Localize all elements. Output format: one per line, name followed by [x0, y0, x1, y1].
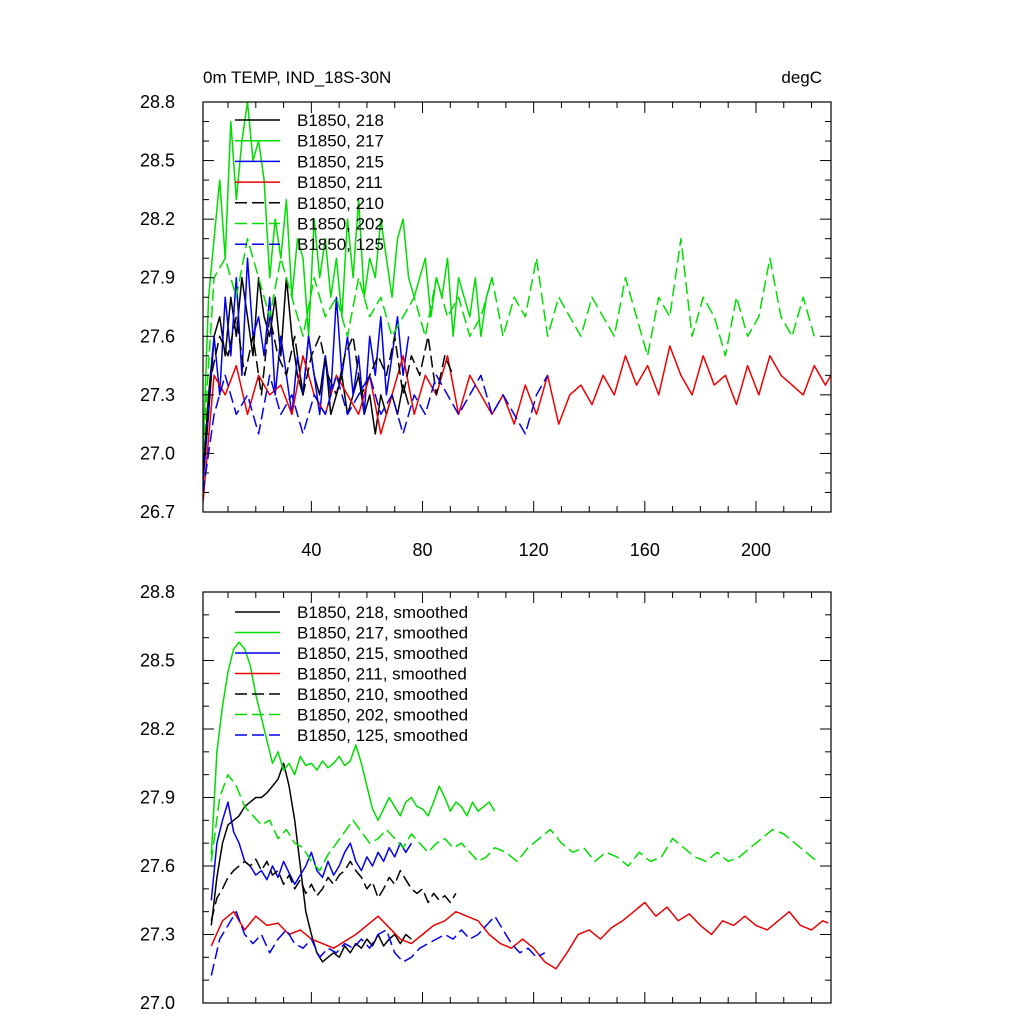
y-tick-label: 27.3: [140, 385, 175, 405]
y-tick-label: 27.9: [140, 268, 175, 288]
legend-label: B1850, 215, smoothed: [297, 644, 468, 663]
series-line-6: [203, 237, 816, 454]
y-tick-label: 28.2: [140, 209, 175, 229]
units-label: degC: [781, 68, 822, 87]
legend-label: B1850, 210: [297, 194, 384, 213]
y-tick-label: 27.6: [140, 856, 175, 876]
legend-label: B1850, 210, smoothed: [297, 685, 468, 704]
y-tick-label: 27.3: [140, 925, 175, 945]
legend-label: B1850, 217: [297, 132, 384, 151]
y-tick-label: 27.9: [140, 788, 175, 808]
y-tick-label: 28.5: [140, 651, 175, 671]
y-tick-label: 27.0: [140, 993, 175, 1013]
x-tick-label: 120: [519, 540, 549, 560]
series-line-2: [210, 641, 496, 855]
y-tick-label: 28.2: [140, 719, 175, 739]
plot-frame: [202, 101, 832, 513]
series-line-6: [210, 773, 818, 872]
legend-label: B1850, 211: [297, 173, 383, 192]
legend-label: B1850, 202: [297, 215, 384, 234]
y-tick-label: 28.8: [140, 582, 175, 602]
series-line-4: [203, 345, 831, 503]
series-line-7: [210, 910, 546, 976]
legend-label: B1850, 125: [297, 235, 384, 254]
chart-panel-bottom: 27.0 27.3 27.6 27.9 28.2 28.5 28.8 B1850, 218, …: [140, 582, 832, 1013]
y-tick-label: 28.8: [140, 92, 175, 112]
chart-title: 0m TEMP, IND_18S-30N: [203, 68, 391, 87]
series-line-7: [203, 374, 549, 493]
x-tick-label: 80: [413, 540, 433, 560]
legend-label: B1850, 125, smoothed: [297, 726, 468, 745]
legend-label: B1850, 202, smoothed: [297, 706, 468, 725]
series-line-5: [210, 858, 457, 921]
legend-label: B1850, 217, smoothed: [297, 624, 468, 643]
x-tick-label: 40: [301, 540, 321, 560]
y-tick-label: 26.7: [140, 502, 175, 522]
series-line-5: [203, 316, 454, 474]
x-tick-label: 160: [630, 540, 660, 560]
chart-panel-top: 0m TEMP, IND_18S-30N degC 26.7 27.0 27.3 27…: [140, 68, 832, 560]
series-group: [210, 641, 829, 976]
y-tick-label: 28.5: [140, 151, 175, 171]
legend-label: B1850, 218, smoothed: [297, 603, 468, 622]
y-tick-label: 27.6: [140, 326, 175, 346]
legend-label: B1850, 215: [297, 152, 384, 171]
legend-label: B1850, 211, smoothed: [297, 665, 467, 684]
series-line-4: [210, 901, 829, 970]
y-tick-label: 27.0: [140, 443, 175, 463]
x-tick-label: 200: [741, 540, 771, 560]
legend: B1850, 218, smoothed B1850, 217, smoothed…: [235, 603, 468, 745]
legend-label: B1850, 218: [297, 111, 384, 130]
